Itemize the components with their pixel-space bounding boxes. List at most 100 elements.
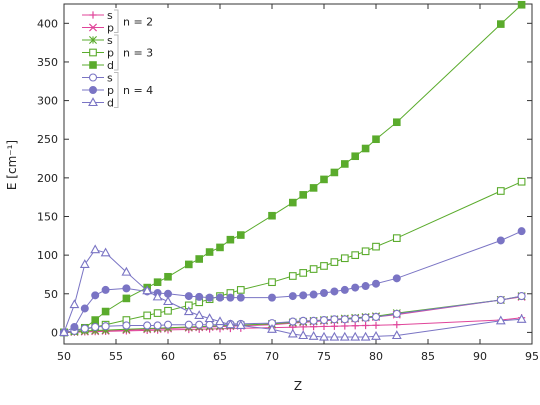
data-point — [288, 272, 297, 280]
data-point — [516, 313, 527, 323]
data-point — [319, 331, 329, 341]
x-tick-label: 50 — [57, 350, 71, 363]
data-point — [236, 293, 245, 302]
data-point — [89, 48, 97, 57]
data-point — [299, 191, 307, 199]
series-line — [63, 249, 522, 338]
data-point — [90, 244, 101, 254]
data-point — [205, 320, 214, 329]
plot-area — [59, 0, 527, 341]
data-point — [372, 321, 380, 329]
data-point — [330, 258, 339, 266]
data-point — [320, 262, 328, 270]
data-point — [164, 306, 172, 315]
data-point — [371, 330, 381, 340]
y-tick-label: 350 — [37, 56, 58, 69]
data-point — [122, 284, 131, 293]
data-point — [517, 0, 526, 9]
data-point — [393, 321, 401, 329]
data-point — [341, 322, 349, 330]
data-point — [392, 309, 401, 318]
data-point — [372, 279, 380, 288]
x-tick-label: 90 — [473, 350, 487, 363]
series-line — [63, 295, 522, 333]
data-point — [216, 293, 224, 302]
data-point — [330, 168, 339, 177]
data-point — [100, 247, 111, 257]
series-7-d — [59, 244, 527, 341]
data-point — [163, 296, 173, 306]
data-point — [236, 286, 245, 294]
x-tick-label: 85 — [421, 350, 435, 363]
data-point — [225, 319, 236, 329]
data-point — [80, 304, 89, 313]
data-point — [392, 234, 401, 242]
data-point — [340, 254, 349, 263]
data-point — [299, 291, 308, 300]
data-point — [215, 316, 225, 326]
data-point — [163, 320, 173, 329]
data-point — [288, 292, 297, 301]
data-point — [268, 278, 276, 287]
legend-label: p — [107, 84, 114, 97]
data-point — [70, 323, 79, 331]
data-point — [320, 289, 328, 297]
legend-bracket — [114, 72, 119, 108]
data-point — [288, 317, 297, 326]
legend-label: p — [107, 22, 114, 35]
data-point — [517, 177, 526, 186]
data-point — [287, 328, 298, 338]
data-point — [361, 247, 370, 256]
data-point — [153, 309, 162, 317]
axes-frame: 50 55 60 65 70 75 80 85 90 95 0 50 100 150 200 250 300 35… — [37, 3, 539, 363]
y-tick-label: 50 — [44, 288, 58, 301]
data-point — [153, 278, 162, 286]
data-point — [309, 184, 318, 192]
data-point — [517, 227, 526, 236]
data-point — [299, 269, 308, 277]
data-point — [339, 331, 350, 341]
data-point — [216, 243, 224, 252]
data-point — [362, 321, 370, 330]
series-line — [63, 181, 522, 333]
data-point — [143, 321, 152, 330]
data-point — [195, 255, 203, 263]
data-point — [351, 152, 359, 161]
data-point — [88, 73, 98, 82]
y-axis-label: E [cm⁻¹] — [5, 140, 19, 190]
y-tick-label: 200 — [37, 172, 58, 185]
data-point — [89, 11, 97, 19]
plot-frame — [63, 3, 533, 345]
data-point — [153, 321, 162, 330]
data-point — [268, 293, 276, 302]
data-point — [183, 306, 194, 316]
data-point — [101, 285, 110, 294]
legend-group-label: n = 4 — [123, 84, 153, 97]
data-point — [497, 20, 505, 28]
data-point — [205, 248, 214, 256]
data-point — [517, 292, 526, 301]
data-point — [496, 236, 505, 245]
data-point — [142, 285, 153, 295]
legend-bracket — [114, 9, 119, 33]
legend-group-label: n = 2 — [123, 15, 153, 28]
data-point — [59, 327, 69, 336]
data-point — [205, 293, 214, 302]
x-tick-label: 75 — [317, 350, 331, 363]
data-point — [80, 324, 89, 333]
data-point — [330, 322, 338, 330]
data-point — [184, 320, 193, 329]
data-point — [91, 322, 100, 332]
x-tick-label: 95 — [525, 350, 539, 363]
data-point — [361, 313, 370, 322]
data-point — [91, 291, 100, 300]
data-point — [351, 283, 360, 292]
y-tick-label: 250 — [37, 133, 58, 146]
data-point — [89, 36, 97, 44]
data-point — [122, 294, 131, 303]
legend-label: d — [107, 59, 114, 72]
y-tick-label: 400 — [37, 17, 58, 30]
data-point — [143, 311, 152, 320]
